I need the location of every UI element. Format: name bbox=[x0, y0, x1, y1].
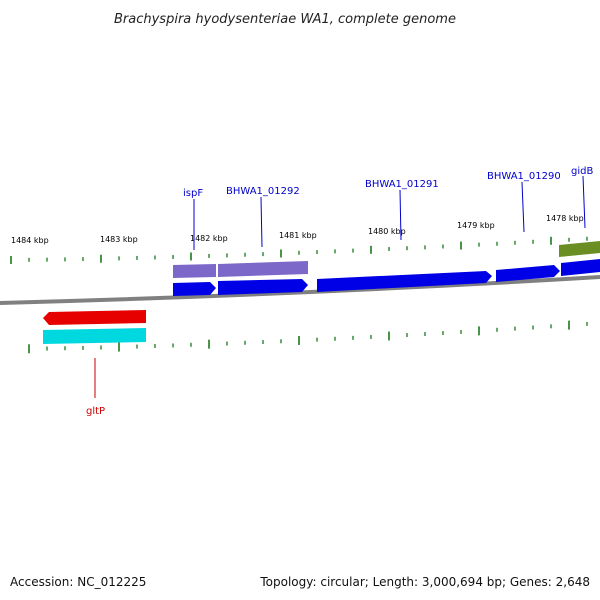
gene-label-gidB[interactable]: gidB bbox=[571, 166, 593, 177]
gene-label-BHWA1-01290[interactable]: BHWA1_01290 bbox=[487, 171, 561, 182]
kbp-label-1482: 1482 kbp bbox=[190, 234, 228, 243]
gene-feature-BHWA1-01292[interactable] bbox=[218, 261, 308, 277]
map-title: Brachyspira hyodysenteriae WA1, complete… bbox=[114, 12, 456, 27]
gene-feature-gltP[interactable] bbox=[43, 328, 146, 344]
cds-feature-BHWA1-01292[interactable] bbox=[218, 279, 308, 295]
gene-label-BHWA1-01292[interactable]: BHWA1_01292 bbox=[226, 186, 300, 197]
gene-label-BHWA1-01291[interactable]: BHWA1_01291 bbox=[365, 179, 439, 190]
label-line-BHWA1-01290 bbox=[521, 181, 525, 233]
cds-feature-BHWA1-01291[interactable] bbox=[317, 271, 492, 292]
kbp-label-1484: 1484 kbp bbox=[11, 236, 49, 245]
kbp-label-1481: 1481 kbp bbox=[279, 231, 317, 240]
kbp-label-1483: 1483 kbp bbox=[100, 235, 138, 244]
kbp-ticks-forward bbox=[10, 236, 588, 264]
label-line-gidB bbox=[582, 175, 586, 229]
genome-backbone bbox=[0, 275, 600, 305]
cds-feature-BHWA1-01290[interactable] bbox=[496, 265, 560, 282]
label-line-BHWA1-01291 bbox=[399, 189, 402, 241]
kbp-label-1480: 1480 kbp bbox=[368, 227, 406, 236]
kbp-label-1479: 1479 kbp bbox=[457, 221, 495, 230]
accession-text: Accession: NC_012225 bbox=[10, 575, 146, 589]
gene-feature-gidB[interactable] bbox=[559, 241, 600, 257]
gene-feature-ispF[interactable] bbox=[173, 264, 216, 278]
cds-feature-gidB[interactable] bbox=[561, 259, 600, 276]
label-line-BHWA1-01292 bbox=[260, 196, 263, 248]
kbp-ticks-reverse bbox=[28, 320, 588, 354]
gene-label-gltP[interactable]: gltP bbox=[86, 406, 105, 417]
cds-feature-ispF[interactable] bbox=[173, 282, 216, 296]
kbp-label-1478: 1478 kbp bbox=[546, 214, 584, 223]
cds-feature-gltP[interactable] bbox=[43, 310, 146, 325]
gene-label-ispF[interactable]: ispF bbox=[183, 188, 203, 199]
genome-summary-text: Topology: circular; Length: 3,000,694 bp… bbox=[259, 575, 590, 589]
